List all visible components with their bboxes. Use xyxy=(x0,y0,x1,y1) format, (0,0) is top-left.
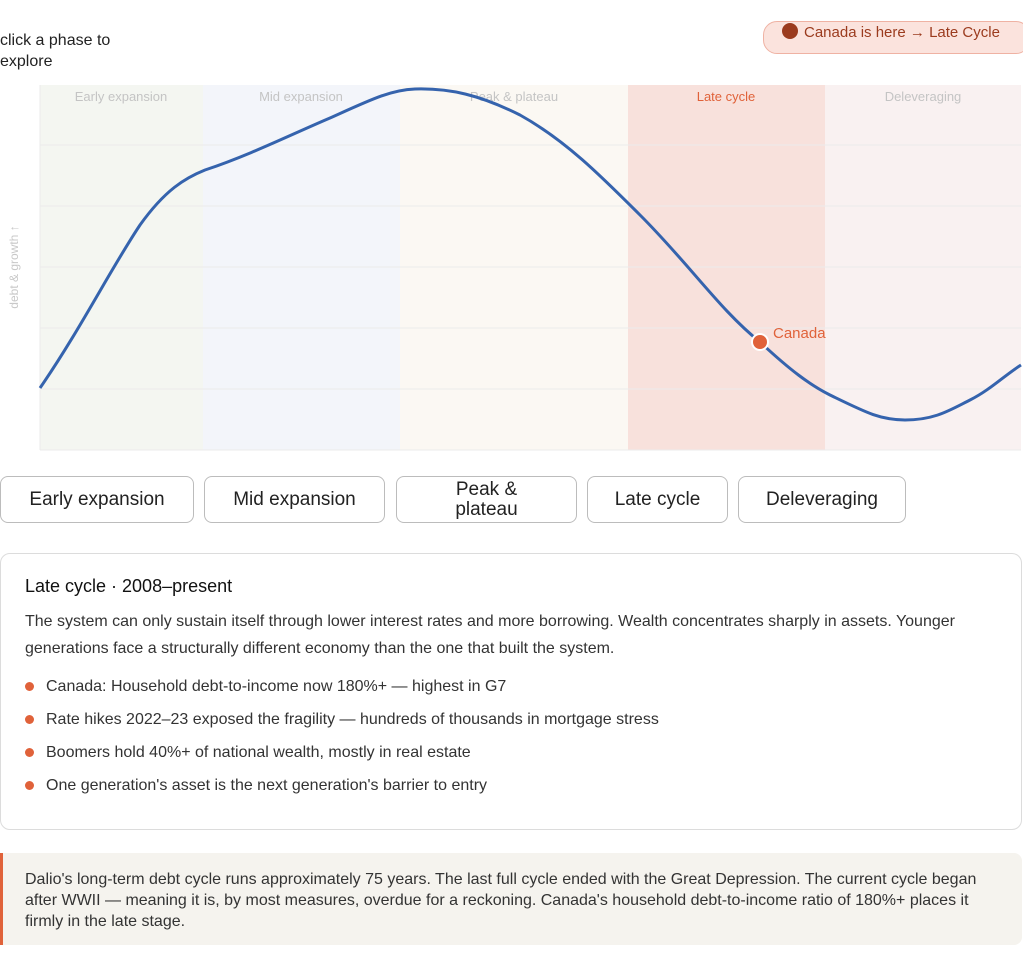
phase-button[interactable]: Peak & plateau xyxy=(396,476,577,523)
phase-label: Late cycle xyxy=(697,89,756,104)
marker-label: Canada xyxy=(773,325,826,342)
badge-text: Canada is here → Late Cycle xyxy=(804,24,1000,41)
canada-marker xyxy=(751,333,769,351)
phase-label: Mid expansion xyxy=(259,89,343,104)
phase-button[interactable]: Late cycle xyxy=(587,476,728,523)
phase-button[interactable]: Deleveraging xyxy=(738,476,906,523)
grid xyxy=(39,85,1021,451)
detail-body: The system can only sustain itself throu… xyxy=(25,613,955,657)
status-badge: Canada is here → Late Cycle xyxy=(763,21,1023,54)
phase-label: Peak & plateau xyxy=(470,89,558,104)
y-axis-label: debt & growth ↑ xyxy=(7,225,21,308)
note: Dalio's long-term debt cycle runs approx… xyxy=(0,853,1022,945)
bullet: Rate hikes 2022–23 exposed the fragility… xyxy=(25,707,686,740)
phase-button[interactable]: Mid expansion xyxy=(204,476,385,523)
bullet: Boomers hold 40%+ of national wealth, mo… xyxy=(25,740,476,773)
badge-dot xyxy=(782,23,798,39)
bullet: Canada: Household debt-to-income now 180… xyxy=(25,674,536,707)
detail-card: Late cycle · 2008–present The system can… xyxy=(0,553,1022,830)
detail-title: Late cycle · 2008–present xyxy=(25,576,233,596)
detail-bullets: Canada: Household debt-to-income now 180… xyxy=(25,674,997,806)
cycle-diagram: Early expansion Mid expansion Peak & pla… xyxy=(7,85,1022,451)
phase-label: Early expansion xyxy=(75,89,168,104)
phase-label: Deleveraging xyxy=(885,89,962,104)
hint: click a phase to explore xyxy=(0,32,111,70)
bullet: One generation's asset is the next gener… xyxy=(25,773,506,806)
cycle-curve xyxy=(38,87,1022,422)
phase-button[interactable]: Early expansion xyxy=(0,476,194,523)
